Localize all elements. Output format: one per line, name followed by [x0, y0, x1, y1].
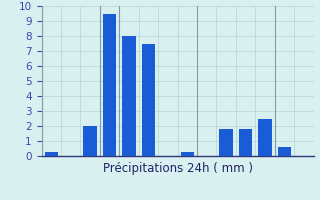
Bar	[142, 44, 155, 156]
Bar	[103, 14, 116, 156]
Bar	[122, 36, 136, 156]
Bar	[84, 126, 97, 156]
Bar	[44, 152, 58, 156]
X-axis label: Précipitations 24h ( mm ): Précipitations 24h ( mm )	[103, 162, 252, 175]
Bar	[278, 147, 291, 156]
Bar	[239, 129, 252, 156]
Bar	[258, 118, 272, 156]
Bar	[220, 129, 233, 156]
Bar	[180, 152, 194, 156]
